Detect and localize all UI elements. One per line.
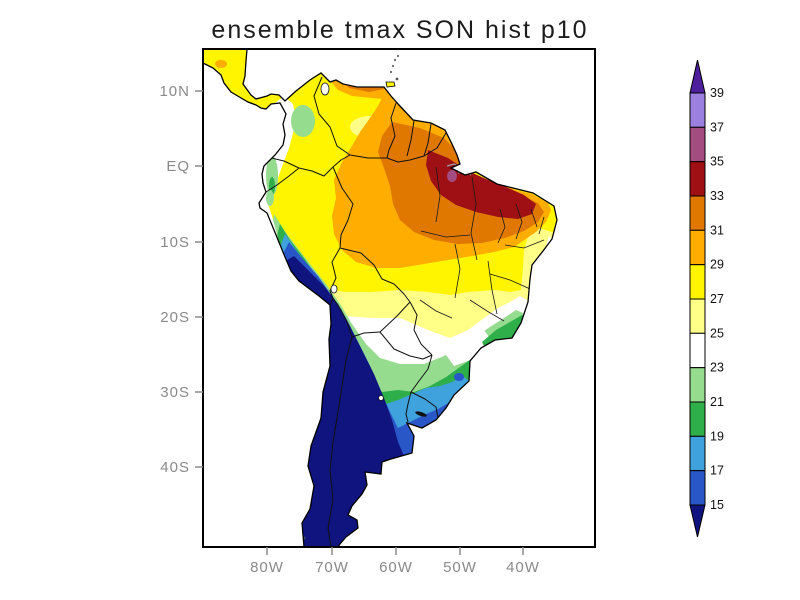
lon-tick-70w: 70W [315,559,349,576]
lat-tick-20s: 20S [160,309,190,326]
lat-tick-30s: 30S [160,384,190,401]
colorbar-segment-37-39 [689,92,706,128]
spot-lightgreen-ecuador-coast [249,170,263,202]
longitude-axis: 80W 70W 60W 50W 40W [250,547,540,576]
lagoon-merin [415,411,427,417]
colorbar-segment-25-27 [689,298,706,334]
orange-spot-nicaragua [215,60,227,68]
colorbar-segment-33-35 [689,161,706,197]
colorbar-segments [689,92,706,506]
antilles-islands [389,54,400,74]
colorbar: 39 37 35 33 31 29 27 25 23 21 19 17 15 [689,59,724,538]
temperature-fill-regions [205,60,557,547]
spot-lightgreen-nperu [266,190,274,206]
cbar-label-29: 29 [710,258,724,272]
latitude-ticks [195,90,203,468]
lon-tick-40w: 40W [506,559,540,576]
lon-tick-60w: 60W [379,559,413,576]
cbar-label-33: 33 [710,189,724,203]
cbar-label-23: 23 [710,361,724,375]
lon-tick-80w: 80W [250,559,284,576]
cbar-label-17: 17 [710,464,724,478]
colorbar-segment-23-25 [689,332,706,369]
colorbar-segment-21-23 [689,367,706,403]
white-wedge-se [444,330,494,366]
cbar-label-25: 25 [710,326,724,340]
chart-title: ensemble tmax SON hist p10 [211,16,588,44]
colorbar-segment-29-31 [689,229,706,266]
colorbar-segment-19-21 [689,401,706,437]
cbar-label-37: 37 [710,120,724,134]
lake-maracaibo [320,82,330,96]
colorbar-arrow-up [689,59,706,94]
spot-lightgreen-colombia [291,105,315,137]
cbar-label-31: 31 [710,223,724,237]
colorbar-segment-31-33 [689,195,706,231]
colorbar-segment-17-19 [689,435,706,472]
spot-blue-sbrazil [454,373,464,381]
lake-mar-chiquita [378,395,384,401]
colorbar-segment-27-29 [689,264,706,300]
trinidad-island [385,81,396,88]
colorbar-segment-15-17 [689,470,706,506]
cbar-label-35: 35 [710,155,724,169]
lat-tick-10n: 10N [159,83,190,100]
colorbar-arrow-down [689,504,706,538]
lon-tick-50w: 50W [443,559,477,576]
cbar-label-19: 19 [710,429,724,443]
tobago-island [395,77,399,81]
colorbar-labels: 39 37 35 33 31 29 27 25 23 21 19 17 15 [710,86,724,512]
colorbar-segment-35-37 [689,126,706,163]
islands [385,54,400,88]
cbar-label-27: 27 [710,292,724,306]
map-plot-area [203,49,558,547]
cbar-label-15: 15 [710,498,724,512]
cbar-label-39: 39 [710,86,724,100]
lakes [320,82,427,417]
map-frame [202,48,596,548]
cbar-label-21: 21 [710,395,724,409]
longitude-ticks [266,547,524,555]
purple-spot-amazon-mouth [447,170,457,182]
lat-tick-10s: 10S [160,234,190,251]
lat-tick-eq: EQ [166,158,190,175]
lat-tick-40s: 40S [160,459,190,476]
latitude-axis: 10N EQ 10S 20S 30S 40S [159,83,203,476]
lake-titicaca [330,284,338,294]
country-borders [265,76,447,547]
